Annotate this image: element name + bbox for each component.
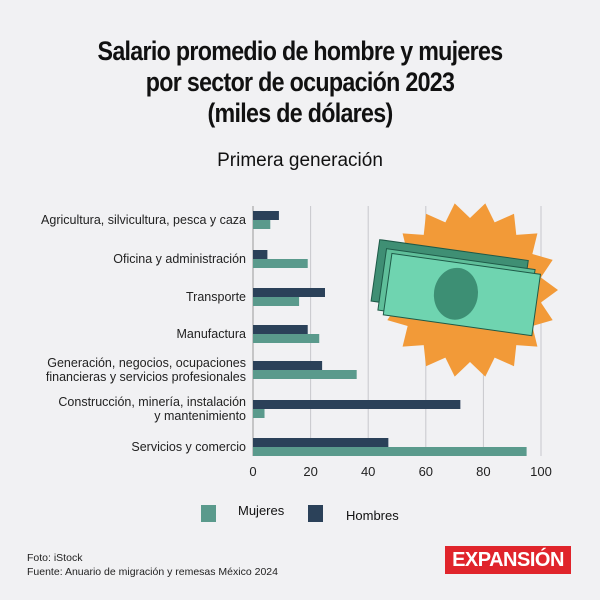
chart-subtitle: Primera generación xyxy=(217,150,383,171)
x-tick-label: 0 xyxy=(249,464,256,479)
photo-credit: Foto: iStock xyxy=(27,552,83,564)
category-label: Construcción, minería, instalación xyxy=(58,395,246,409)
x-tick-label: 100 xyxy=(530,464,552,479)
category-label: financieras y servicios profesionales xyxy=(46,370,246,384)
title-line: Salario promedio de hombre y mujeres xyxy=(97,36,504,66)
bar-hombres xyxy=(253,361,323,370)
bar-mujeres xyxy=(253,259,308,268)
bar-mujeres xyxy=(253,370,357,379)
bar-mujeres xyxy=(253,297,300,306)
bar-hombres xyxy=(253,438,389,447)
bar-hombres xyxy=(253,250,268,259)
legend-swatch-hombres xyxy=(308,505,323,522)
legend-label-mujeres: Mujeres xyxy=(238,503,285,518)
category-label: Agricultura, silvicultura, pesca y caza xyxy=(41,213,246,227)
category-label: Servicios y comercio xyxy=(131,440,246,454)
bar-mujeres xyxy=(253,447,527,456)
expansion-logo: EXPANSIÓN xyxy=(445,546,571,574)
chart-title: Salario promedio de hombre y mujeres por… xyxy=(42,36,558,129)
title-line: (miles de dólares) xyxy=(207,98,393,128)
bar-hombres xyxy=(253,400,461,409)
x-tick-label: 40 xyxy=(361,464,375,479)
x-tick-label: 20 xyxy=(303,464,317,479)
category-label: Generación, negocios, ocupaciones xyxy=(47,356,246,370)
legend-swatch-mujeres xyxy=(201,505,216,522)
legend-label-hombres: Hombres xyxy=(346,508,399,523)
bar-hombres xyxy=(253,325,308,334)
bar-mujeres xyxy=(253,334,320,343)
title-line: por sector de ocupación 2023 xyxy=(145,67,455,97)
bar-mujeres xyxy=(253,220,271,229)
category-label: y mantenimiento xyxy=(154,409,246,423)
x-tick-label: 80 xyxy=(476,464,490,479)
bar-mujeres xyxy=(253,409,265,418)
bar-hombres xyxy=(253,288,325,297)
x-tick-label: 60 xyxy=(419,464,433,479)
category-label: Manufactura xyxy=(177,327,247,341)
source-note: Fuente: Anuario de migración y remesas M… xyxy=(27,566,278,578)
category-label: Oficina y administración xyxy=(113,252,246,266)
portrait-on-bill xyxy=(433,267,479,320)
money-illustration xyxy=(370,239,542,337)
category-label: Transporte xyxy=(186,290,246,304)
bar-hombres xyxy=(253,211,279,220)
